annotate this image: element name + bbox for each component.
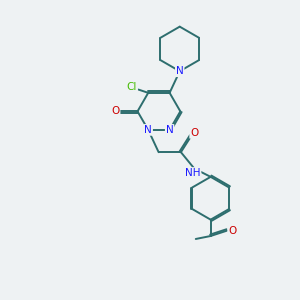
Text: NH: NH xyxy=(185,168,200,178)
Text: N: N xyxy=(144,125,152,135)
Text: O: O xyxy=(190,128,198,138)
Text: O: O xyxy=(111,106,119,116)
Text: N: N xyxy=(166,125,173,135)
Text: O: O xyxy=(228,226,236,236)
Text: N: N xyxy=(176,66,184,76)
Text: Cl: Cl xyxy=(127,82,137,92)
